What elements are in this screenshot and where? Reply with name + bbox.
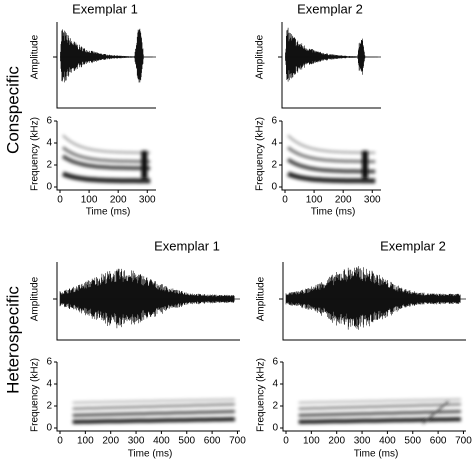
y-tick-label: 0 bbox=[46, 182, 52, 193]
x-tick-label: 700 bbox=[455, 436, 472, 447]
x-tick-label: 0 bbox=[283, 436, 289, 447]
x-tick-label: 100 bbox=[303, 436, 320, 447]
x-tick-label: 200 bbox=[335, 195, 352, 206]
waveform bbox=[60, 28, 153, 83]
axis-line bbox=[56, 362, 240, 432]
panel-title: Exemplar 1 bbox=[154, 238, 220, 253]
x-tick-label: 300 bbox=[354, 436, 371, 447]
y-tick-label: 6 bbox=[46, 357, 52, 368]
panel-title: Exemplar 2 bbox=[380, 238, 446, 253]
axis-line bbox=[282, 362, 466, 432]
x-tick-label: 400 bbox=[379, 436, 396, 447]
y-tick-label: 0 bbox=[46, 423, 52, 434]
x-tick-label: 0 bbox=[57, 436, 63, 447]
axis-line bbox=[56, 22, 156, 109]
waveform bbox=[285, 27, 378, 82]
axis-line bbox=[281, 22, 381, 109]
spectral-band bbox=[62, 134, 151, 154]
axis-label: Time (ms) bbox=[354, 449, 399, 460]
y-tick-label: 2 bbox=[271, 160, 277, 171]
spectral-band bbox=[298, 417, 461, 424]
row-label: Conspecific bbox=[3, 66, 22, 154]
spectral-burst bbox=[141, 150, 148, 179]
x-tick-label: 400 bbox=[153, 436, 170, 447]
spectral-band bbox=[61, 146, 151, 164]
x-tick-label: 100 bbox=[77, 436, 94, 447]
axis-label: Time (ms) bbox=[311, 207, 356, 218]
spectral-band bbox=[72, 417, 235, 424]
x-tick-label: 0 bbox=[57, 195, 63, 206]
x-tick-label: 300 bbox=[139, 195, 156, 206]
panel-title: Exemplar 2 bbox=[297, 1, 363, 16]
x-tick-label: 200 bbox=[110, 195, 127, 206]
spectral-band bbox=[287, 134, 376, 154]
panel-title: Exemplar 1 bbox=[72, 1, 138, 16]
x-tick-label: 300 bbox=[128, 436, 145, 447]
axis-label: Amplitude bbox=[255, 34, 266, 79]
axis-line bbox=[56, 121, 156, 191]
y-tick-label: 2 bbox=[46, 401, 52, 412]
spectral-band bbox=[298, 403, 461, 411]
spectral-band bbox=[62, 171, 151, 184]
spectrogram bbox=[72, 398, 235, 424]
waveform bbox=[59, 268, 235, 329]
x-tick-label: 500 bbox=[404, 436, 421, 447]
x-tick-label: 100 bbox=[306, 195, 323, 206]
x-tick-label: 100 bbox=[81, 195, 98, 206]
spectrogram bbox=[61, 134, 151, 184]
y-tick-label: 6 bbox=[272, 357, 278, 368]
y-tick-label: 2 bbox=[46, 160, 52, 171]
axis-line bbox=[282, 262, 466, 341]
x-tick-label: 0 bbox=[282, 195, 288, 206]
y-tick-label: 4 bbox=[272, 379, 278, 390]
spectral-band bbox=[286, 146, 376, 164]
waveform bbox=[285, 266, 461, 330]
axis-label: Amplitude bbox=[30, 276, 41, 321]
axis-label: Time (ms) bbox=[128, 449, 173, 460]
y-tick-label: 6 bbox=[271, 116, 277, 127]
spectral-band bbox=[298, 410, 461, 417]
axis-label: Amplitude bbox=[256, 276, 267, 321]
x-tick-label: 200 bbox=[328, 436, 345, 447]
axis-label: Frequency (kHz) bbox=[30, 117, 41, 191]
axis-line bbox=[56, 262, 240, 341]
row-label: Heterospecific bbox=[3, 286, 22, 394]
y-tick-label: 0 bbox=[272, 423, 278, 434]
y-tick-label: 4 bbox=[46, 138, 52, 149]
axis-label: Frequency (kHz) bbox=[30, 358, 41, 432]
axis-label: Frequency (kHz) bbox=[256, 358, 267, 432]
y-tick-label: 4 bbox=[46, 379, 52, 390]
spectral-band bbox=[287, 171, 376, 184]
spectral-band bbox=[72, 403, 235, 411]
x-tick-label: 500 bbox=[178, 436, 195, 447]
axis-line bbox=[281, 121, 381, 191]
axis-label: Time (ms) bbox=[86, 207, 131, 218]
axis-label: Frequency (kHz) bbox=[255, 117, 266, 191]
spectrogram bbox=[286, 134, 376, 184]
spectral-band bbox=[61, 154, 151, 171]
y-tick-label: 4 bbox=[271, 138, 277, 149]
spectrogram bbox=[298, 398, 461, 425]
spectral-band bbox=[298, 398, 461, 404]
x-tick-label: 600 bbox=[430, 436, 447, 447]
x-tick-label: 700 bbox=[229, 436, 246, 447]
axis-label: Amplitude bbox=[30, 34, 41, 79]
y-tick-label: 0 bbox=[271, 182, 277, 193]
spectral-band bbox=[286, 157, 376, 174]
spectral-burst bbox=[362, 150, 368, 179]
spectral-sweep bbox=[422, 401, 449, 425]
y-tick-label: 2 bbox=[272, 401, 278, 412]
spectral-band bbox=[72, 398, 235, 404]
x-tick-label: 200 bbox=[102, 436, 119, 447]
y-tick-label: 6 bbox=[46, 116, 52, 127]
x-tick-label: 600 bbox=[204, 436, 221, 447]
x-tick-label: 300 bbox=[364, 195, 381, 206]
spectral-band bbox=[72, 410, 235, 417]
